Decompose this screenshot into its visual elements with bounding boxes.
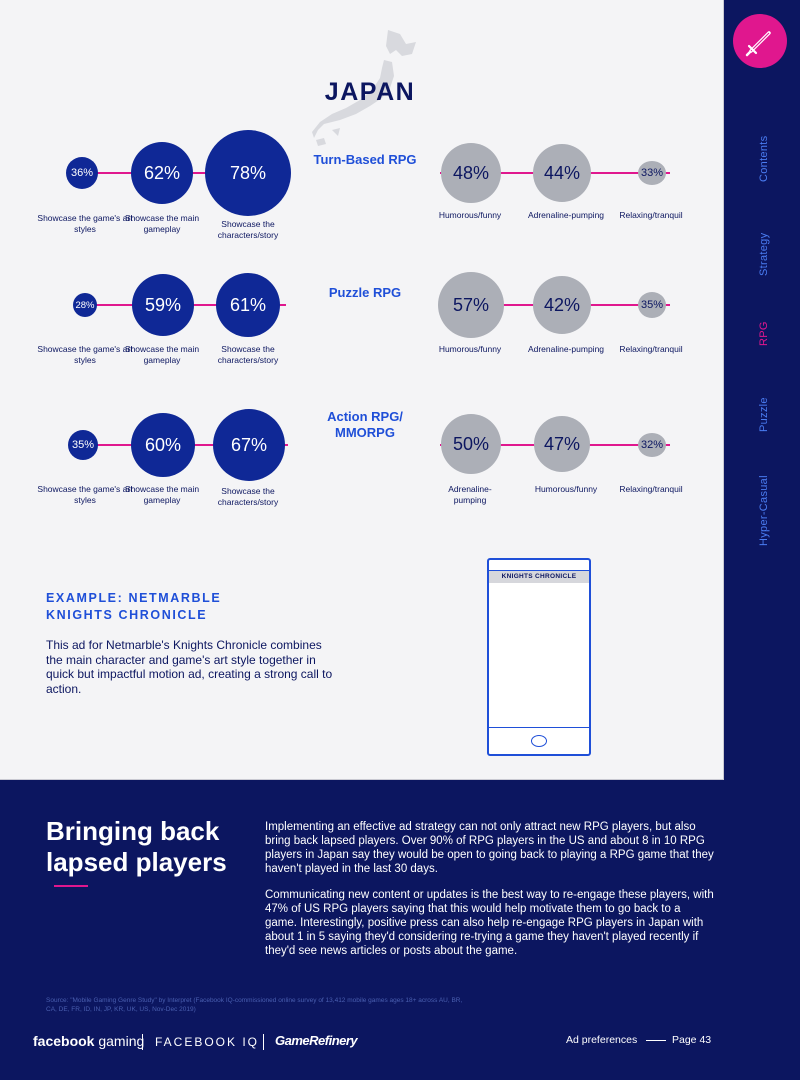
heading-underline [54,885,88,887]
bubble-humorous: 48% [441,143,501,203]
bubble-humorous: 57% [438,272,504,338]
phone-mockup [487,558,591,756]
bubble-characters-story: 67% [213,409,285,481]
paragraph-1: Implementing an effective ad strategy ca… [265,821,714,875]
sidebar [726,0,800,1080]
caption: Humorous/funny [438,210,502,220]
caption: Showcase the characters/story [217,486,279,507]
genre-label: Turn-Based RPG [313,152,417,167]
bubble-relaxing: 33% [638,161,666,185]
bubble-main-gameplay: 59% [132,274,194,336]
bubble-adrenaline: 50% [441,414,501,474]
facebook-wordmark: facebook [33,1033,95,1049]
bubble-characters-story: 78% [205,130,291,216]
example-title: EXAMPLE: NETMARBLE KNIGHTS CHRONICLE [46,591,222,622]
gamerefinery-logo: GameRefinery [275,1033,358,1048]
genre-label: Action RPG/ MMORPG [327,409,403,440]
content-panel [0,0,724,780]
bubble-relaxing: 35% [638,292,666,318]
footer-section-name: Ad preferences [566,1034,638,1046]
caption: Humorous/funny [534,484,598,494]
sidebar-item-contents[interactable]: Contents [758,135,770,182]
caption: Adrenaline-pumping [527,344,605,354]
sidebar-item-puzzle[interactable]: Puzzle [758,397,770,432]
caption: Relaxing/tranquil [619,344,683,354]
sidebar-item-rpg[interactable]: RPG [758,321,770,346]
caption: Relaxing/tranquil [619,210,683,220]
caption: Showcase the main gameplay [124,213,200,234]
content-panel-border [0,0,724,780]
caption: Showcase the game's art styles [37,213,133,234]
page-title: JAPAN [324,78,416,106]
genre-label: Puzzle RPG [328,285,402,300]
facebook-iq-logo: FACEBOOK IQ [155,1035,260,1049]
caption: Humorous/funny [438,344,502,354]
caption: Showcase the main gameplay [124,344,200,365]
caption: Adrenaline-pumping [527,210,605,220]
caption: Showcase the game's art styles [37,344,133,365]
caption: Relaxing/tranquil [619,484,683,494]
caption: Showcase the characters/story [217,219,279,240]
caption: Adrenaline- pumping [448,484,492,505]
page-number: Page 43 [672,1034,712,1046]
bubble-art-styles: 28% [73,293,97,317]
section-heading: Bringing back lapsed players [46,816,227,877]
phone-home-button [531,735,547,747]
bubble-art-styles: 36% [66,157,98,189]
bubble-art-styles: 35% [68,430,98,460]
sidebar-item-strategy[interactable]: Strategy [758,232,770,276]
footer-divider [142,1034,143,1050]
caption: Showcase the characters/story [217,344,279,365]
caption: Showcase the game's art styles [37,484,133,505]
paragraph-2: Communicating new content or updates is … [265,889,714,957]
footer-dash [646,1040,666,1041]
sword-icon [733,14,787,68]
bubble-humorous: 47% [534,416,590,472]
sidebar-item-hyper-casual[interactable]: Hyper-Casual [758,475,770,546]
facebook-gaming-logo: facebook gaming [33,1033,144,1049]
example-body: This ad for Netmarble's Knights Chronicl… [46,638,333,696]
gaming-wordmark: gaming [94,1033,145,1049]
caption: Showcase the main gameplay [124,484,200,505]
bubble-characters-story: 61% [216,273,280,337]
bubble-adrenaline: 42% [533,276,591,334]
phone-screen [489,570,589,728]
bubble-main-gameplay: 60% [131,413,195,477]
bubble-main-gameplay: 62% [131,142,193,204]
source-note: Source: "Mobile Gaming Genre Study" by I… [46,997,463,1013]
phone-game-label: KNIGHTS CHRONICLE [489,571,589,583]
japan-map-icon [312,30,416,146]
bubble-adrenaline: 44% [533,144,591,202]
bubble-relaxing: 32% [638,433,666,457]
footer-divider [263,1034,264,1050]
